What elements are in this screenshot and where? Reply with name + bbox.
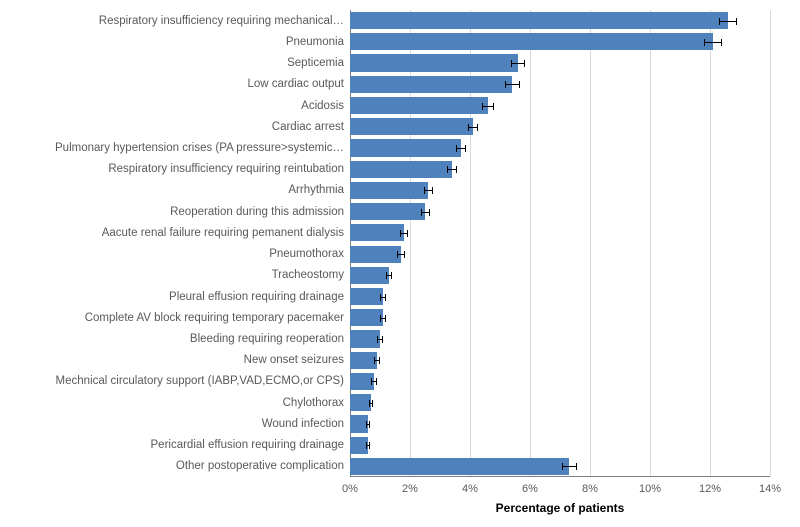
category-label: Septicemia [287, 57, 350, 69]
bar-row: Aacute renal failure requiring pemanent … [350, 222, 770, 243]
bar [350, 458, 569, 475]
error-bar [505, 84, 520, 85]
bar [350, 54, 518, 71]
error-bar [704, 42, 722, 43]
bar [350, 33, 713, 50]
x-tick-label: 14% [759, 483, 781, 495]
bar [350, 12, 728, 29]
bar [350, 161, 452, 178]
error-bar [371, 381, 376, 382]
bar [350, 330, 380, 347]
bar-row: Pneumothorax [350, 244, 770, 265]
error-bar [374, 360, 379, 361]
chart-container: 0% 2% 4% 6% 8% 10% 12% 14% Percentage of patient… [0, 0, 800, 527]
category-label: Arrhythmia [288, 184, 350, 196]
error-bar [380, 318, 386, 319]
category-label: Pleural effusion requiring drainage [169, 291, 350, 303]
bar-row: Low cardiac output [350, 74, 770, 95]
bar-row: Respiratory insufficiency requiring rein… [350, 159, 770, 180]
bar [350, 97, 488, 114]
x-tick-label: 12% [699, 483, 721, 495]
bar-row: Other postoperative complication [350, 456, 770, 477]
category-label: Tracheostomy [272, 269, 350, 281]
bar-row: Reoperation during this admission [350, 201, 770, 222]
bar [350, 352, 377, 369]
x-tick-label: 0% [342, 483, 358, 495]
plot-area: 0%2%4%6%8%10%12%14%Percentage of patient… [350, 10, 770, 477]
bar [350, 118, 473, 135]
error-bar [377, 339, 383, 340]
category-label: Chylothorax [283, 397, 350, 409]
error-bar [386, 275, 392, 276]
bar [350, 309, 383, 326]
error-bar [369, 403, 374, 404]
grid-line [770, 10, 771, 477]
category-label: Reoperation during this admission [170, 206, 350, 218]
error-bar [380, 297, 386, 298]
category-label: Pulmonary hypertension crises (PA pressu… [55, 142, 350, 154]
error-bar [447, 169, 458, 170]
bar [350, 288, 383, 305]
bar-row: Arrhythmia [350, 180, 770, 201]
x-tick-label: 6% [522, 483, 538, 495]
category-label: Pneumothorax [269, 248, 350, 260]
category-label: New onset seizures [244, 354, 350, 366]
category-label: Cardiac arrest [272, 121, 350, 133]
category-label: Other postoperative complication [176, 460, 350, 472]
error-bar [719, 21, 737, 22]
category-label: Complete AV block requiring temporary pa… [85, 312, 350, 324]
bar-row: Pulmonary hypertension crises (PA pressu… [350, 137, 770, 158]
error-bar [421, 212, 430, 213]
x-tick-label: 4% [462, 483, 478, 495]
bar-row: New onset seizures [350, 350, 770, 371]
category-label: Pneumonia [286, 36, 350, 48]
bar [350, 267, 389, 284]
x-axis-title: Percentage of patients [496, 501, 625, 515]
error-bar [562, 466, 577, 467]
x-tick-label: 2% [402, 483, 418, 495]
bar-row: Pericardial effusion requiring drainage [350, 435, 770, 456]
bar-row: Respiratory insufficiency requiring mech… [350, 10, 770, 31]
category-label: Mechnical circulatory support (IABP,VAD,… [56, 375, 350, 387]
category-label: Respiratory insufficiency requiring rein… [108, 163, 350, 175]
bar [350, 246, 401, 263]
bar-row: Complete AV block requiring temporary pa… [350, 307, 770, 328]
error-bar [366, 424, 371, 425]
bar [350, 139, 461, 156]
x-tick-label: 10% [639, 483, 661, 495]
bar-row: Septicemia [350, 52, 770, 73]
category-label: Low cardiac output [247, 78, 350, 90]
error-bar [397, 254, 404, 255]
error-bar [456, 148, 467, 149]
bar [350, 203, 425, 220]
bar-row: Bleeding requiring reoperation [350, 328, 770, 349]
bar-row: Cardiac arrest [350, 116, 770, 137]
bar-row: Wound infection [350, 413, 770, 434]
x-tick-label: 8% [582, 483, 598, 495]
category-label: Aacute renal failure requiring pemanent … [102, 227, 350, 239]
bar-row: Mechnical circulatory support (IABP,VAD,… [350, 371, 770, 392]
bar-row: Pleural effusion requiring drainage [350, 286, 770, 307]
bar [350, 224, 404, 241]
category-label: Pericardial effusion requiring drainage [151, 439, 351, 451]
category-label: Acidosis [301, 100, 350, 112]
error-bar [482, 106, 494, 107]
category-label: Bleeding requiring reoperation [190, 333, 350, 345]
bar-row: Chylothorax [350, 392, 770, 413]
bar [350, 182, 428, 199]
category-label: Wound infection [262, 418, 350, 430]
error-bar [366, 445, 371, 446]
error-bar [424, 190, 433, 191]
error-bar [400, 233, 407, 234]
category-label: Respiratory insufficiency requiring mech… [99, 15, 350, 27]
bar-row: Acidosis [350, 95, 770, 116]
bar-row: Pneumonia [350, 31, 770, 52]
bar-row: Tracheostomy [350, 265, 770, 286]
error-bar [468, 127, 479, 128]
error-bar [511, 63, 524, 64]
bar [350, 76, 512, 93]
